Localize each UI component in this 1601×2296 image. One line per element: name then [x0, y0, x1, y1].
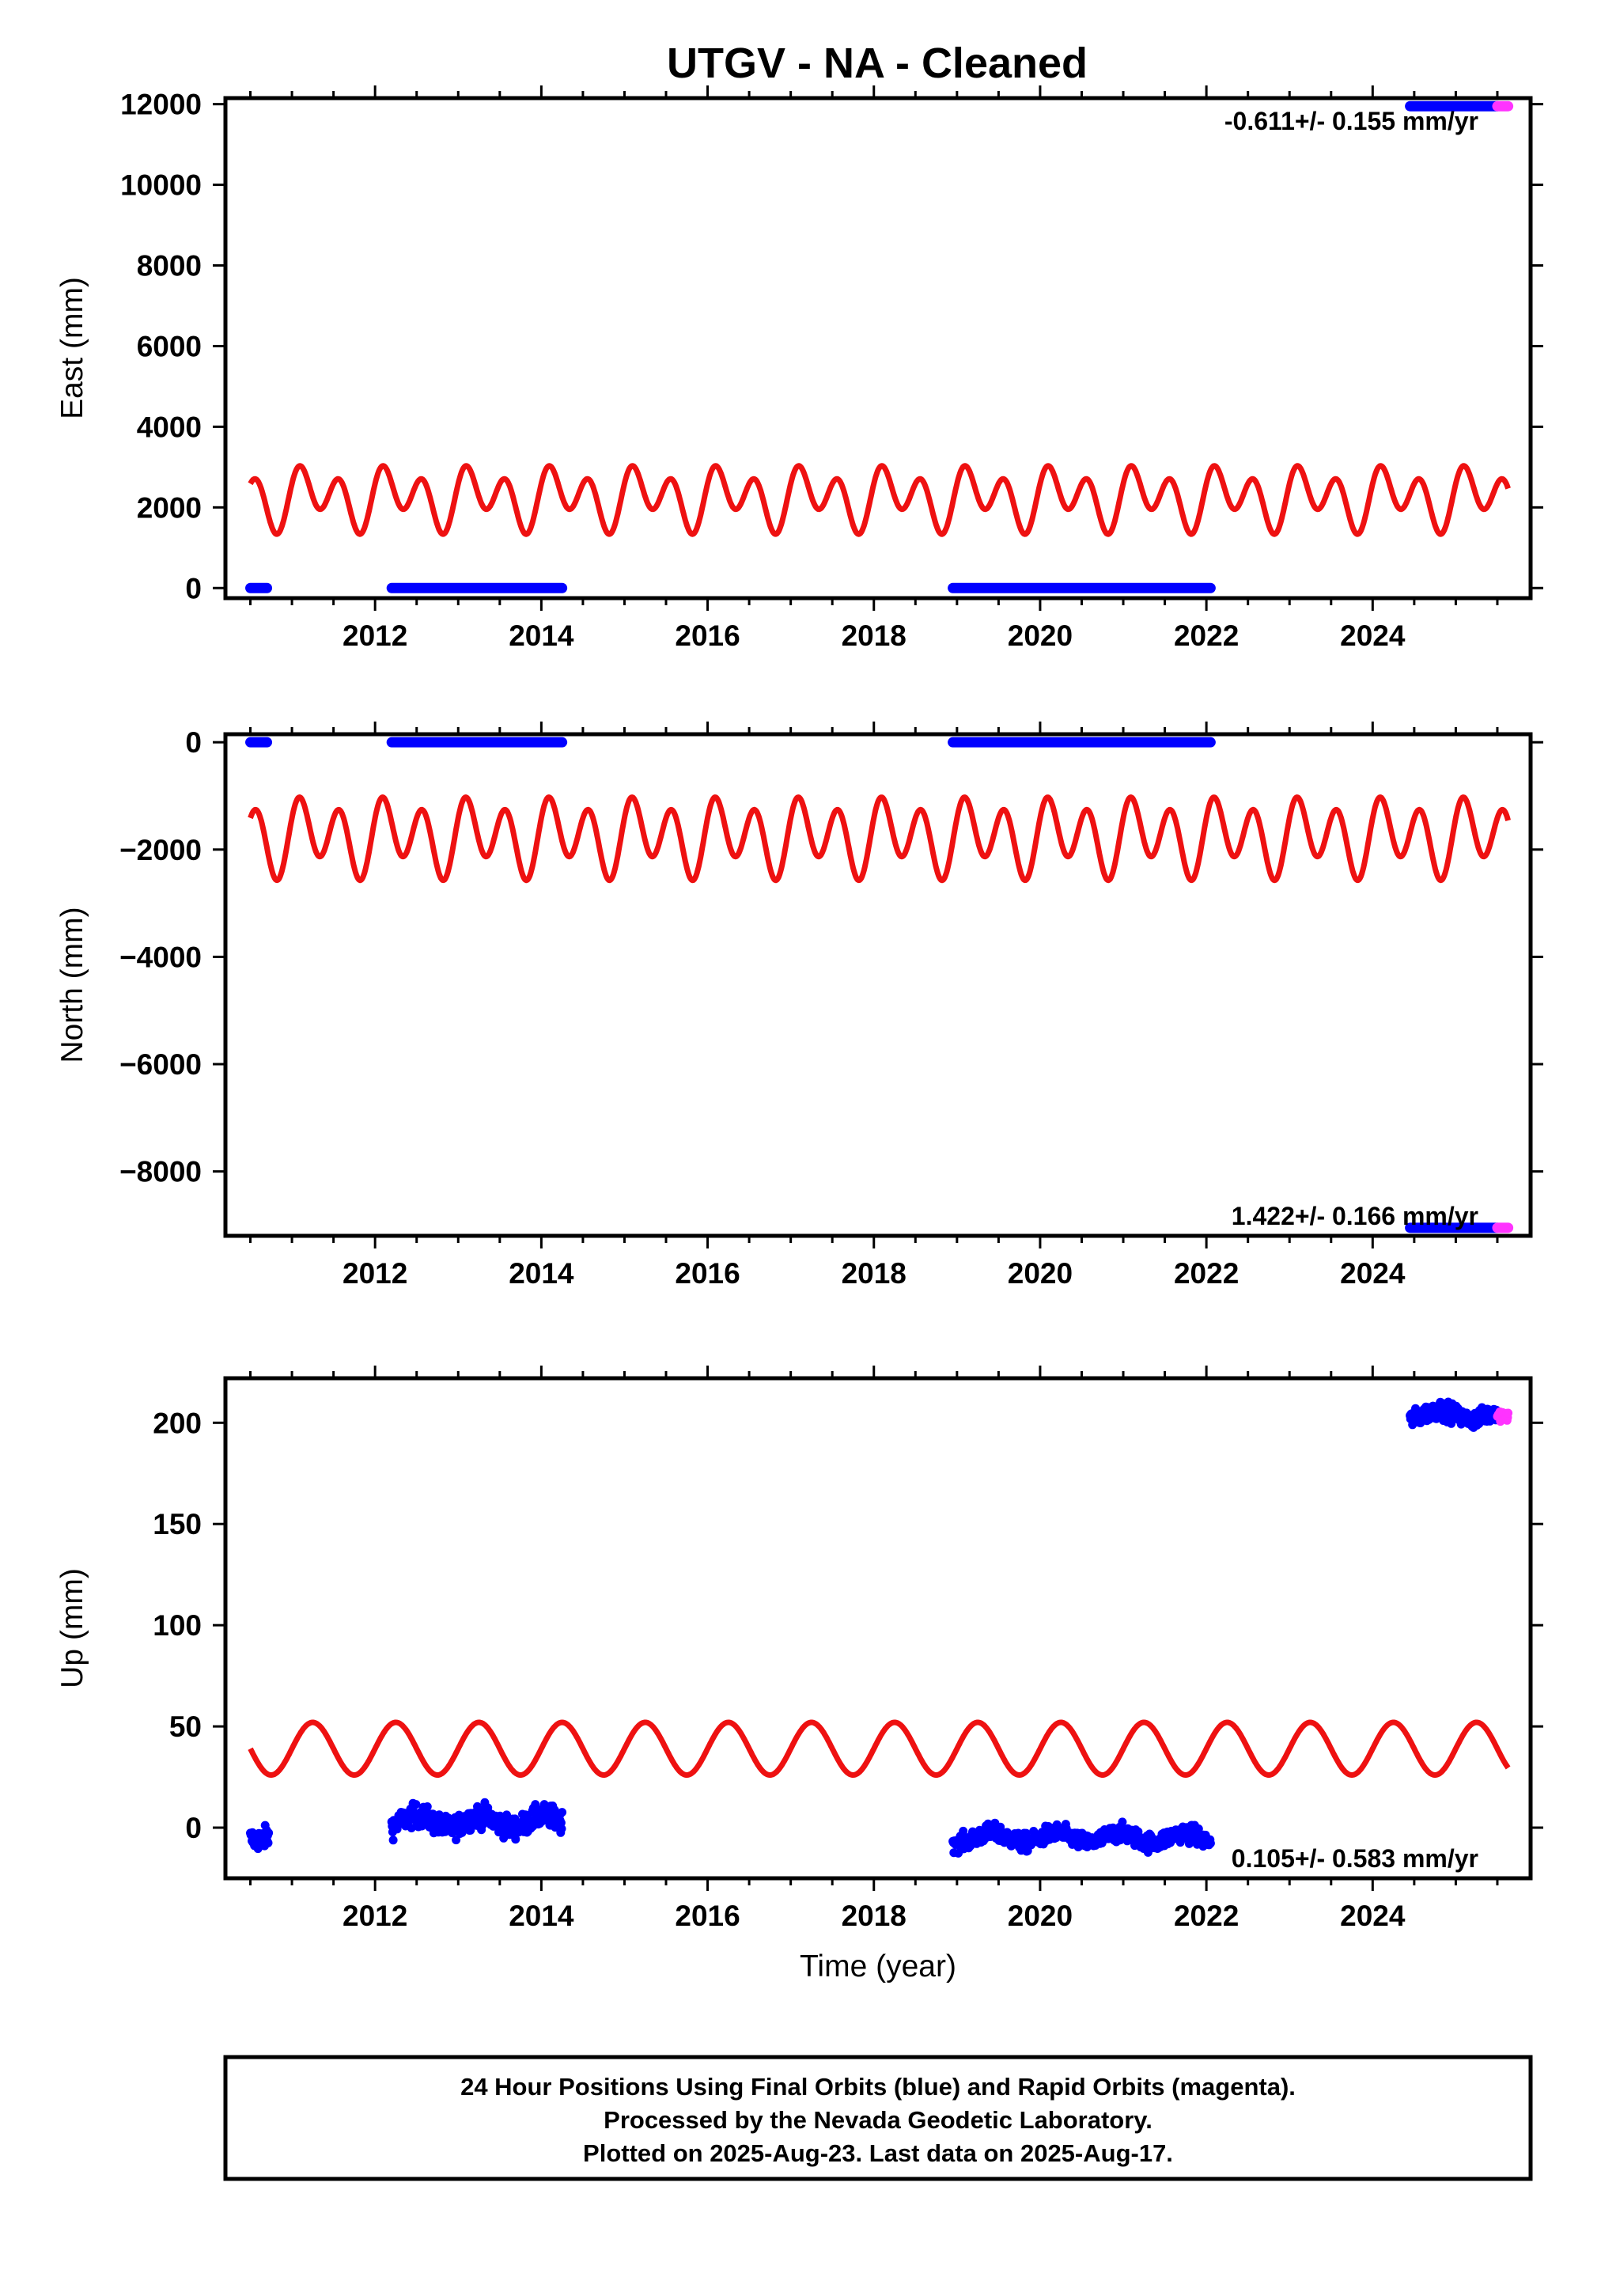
- east-y-tick-label: 12000: [120, 89, 202, 121]
- up-x-tick-label: 2012: [343, 1900, 407, 1932]
- up-y-tick-label: 100: [153, 1609, 202, 1642]
- east-seasonal-model-line: [248, 463, 1511, 537]
- up-x-tick-label: 2014: [509, 1900, 574, 1932]
- north-seasonal-model-line: [248, 794, 1511, 884]
- north-y-tick-label: −6000: [119, 1048, 202, 1081]
- up-data-point: [452, 1836, 461, 1845]
- north-x-tick-label: 2020: [1008, 1257, 1073, 1290]
- up-x-tick-label: 2018: [842, 1900, 906, 1932]
- east-data-layer: [245, 100, 1514, 593]
- north-y-tick-label: 0: [185, 726, 202, 759]
- up-data-layer: [246, 1397, 1513, 1858]
- up-y-tick-label: 200: [153, 1407, 202, 1439]
- east-y-axis-label: East (mm): [55, 277, 89, 419]
- up-x-tick-label: 2022: [1174, 1900, 1239, 1932]
- north-y-tick-label: −4000: [119, 941, 202, 973]
- up-x-tick-label: 2016: [675, 1900, 740, 1932]
- footnote-box: 24 Hour Positions Using Final Orbits (bl…: [223, 2055, 1533, 2181]
- east-x-tick-label: 2018: [842, 619, 906, 652]
- north-y-tick-label: −2000: [119, 834, 202, 866]
- up-data-point: [1504, 1408, 1513, 1418]
- east-x-tick-label: 2020: [1008, 619, 1073, 652]
- up-panel: 2012 2014 2016 2018 2020 2022 2024 0 50 100 150 200…: [55, 1366, 1543, 1983]
- footnote-line-1: 24 Hour Positions Using Final Orbits (bl…: [460, 2073, 1296, 2101]
- up-data-point: [558, 1808, 567, 1817]
- up-position-cluster-1: [387, 1798, 567, 1845]
- up-x-axis-label: Time (year): [800, 1949, 956, 1983]
- east-y-tick-label: 2000: [137, 491, 202, 524]
- east-velocity-label: -0.611+/- 0.155 mm/yr: [1224, 107, 1478, 135]
- north-x-tick-label: 2012: [343, 1257, 407, 1290]
- north-x-tick-label: 2014: [509, 1257, 574, 1290]
- up-data-point: [1118, 1817, 1127, 1827]
- up-position-cluster-2: [948, 1817, 1215, 1858]
- east-plot-frame: [223, 96, 1533, 601]
- east-y-tick-label: 10000: [120, 169, 202, 202]
- up-y-axis-label: Up (mm): [55, 1568, 89, 1688]
- up-data-point: [1205, 1839, 1215, 1848]
- east-y-tick-label: 0: [185, 572, 202, 604]
- up-position-cluster-0: [246, 1821, 274, 1854]
- north-plot-frame: [223, 732, 1533, 1238]
- east-y-tick-label: 8000: [137, 250, 202, 282]
- up-y-tick-label: 0: [185, 1812, 202, 1844]
- east-y-tick-label: 6000: [137, 330, 202, 362]
- footnote-line-2: Processed by the Nevada Geodetic Laborat…: [604, 2106, 1152, 2134]
- up-x-tick-label: 2024: [1340, 1900, 1406, 1932]
- north-panel: 2012 2014 2016 2018 2020 2022 2024 0 −2000 −4000 −…: [55, 722, 1543, 1290]
- north-y-tick-label: −8000: [119, 1156, 202, 1188]
- north-x-tick-label: 2018: [842, 1257, 906, 1290]
- north-x-tick-label: 2024: [1340, 1257, 1406, 1290]
- up-data-point: [263, 1838, 273, 1847]
- up-data-point: [996, 1822, 1005, 1832]
- up-data-point: [411, 1800, 421, 1809]
- up-data-point: [557, 1824, 566, 1833]
- east-panel: 2012 2014 2016 2018 2020 2022 2024 0 2000 4000 600…: [55, 85, 1543, 652]
- up-y-tick-label: 150: [153, 1508, 202, 1540]
- up-data-point: [422, 1802, 432, 1811]
- north-x-tick-label: 2022: [1174, 1257, 1239, 1290]
- footnote-line-3: Plotted on 2025-Aug-23. Last data on 202…: [583, 2139, 1173, 2167]
- up-position-cluster-3: [1406, 1397, 1502, 1432]
- north-x-tick-label: 2016: [675, 1257, 740, 1290]
- east-y-tick-label: 4000: [137, 411, 202, 443]
- up-x-tick-label: 2020: [1008, 1900, 1073, 1932]
- up-data-point: [531, 1800, 540, 1809]
- up-data-point: [264, 1828, 274, 1838]
- up-data-point: [388, 1836, 398, 1845]
- up-y-tick-label: 50: [169, 1711, 202, 1743]
- footnote-frame: [223, 2055, 1533, 2181]
- east-x-tick-label: 2024: [1340, 619, 1406, 652]
- up-data-point: [407, 1824, 416, 1832]
- up-velocity-label: 0.105+/- 0.583 mm/yr: [1232, 1844, 1478, 1873]
- figure-title: UTGV - NA - Cleaned: [667, 40, 1088, 87]
- up-seasonal-model-line: [248, 1719, 1511, 1778]
- east-x-tick-label: 2016: [675, 619, 740, 652]
- east-x-tick-label: 2014: [509, 619, 574, 652]
- up-position-cluster-4: [1493, 1407, 1513, 1426]
- north-velocity-label: 1.422+/- 0.166 mm/yr: [1232, 1202, 1478, 1230]
- east-x-tick-label: 2012: [343, 619, 407, 652]
- north-data-layer: [245, 737, 1514, 1233]
- up-plot-frame: [223, 1376, 1533, 1881]
- north-y-axis-label: North (mm): [55, 907, 89, 1063]
- east-x-tick-label: 2022: [1174, 619, 1239, 652]
